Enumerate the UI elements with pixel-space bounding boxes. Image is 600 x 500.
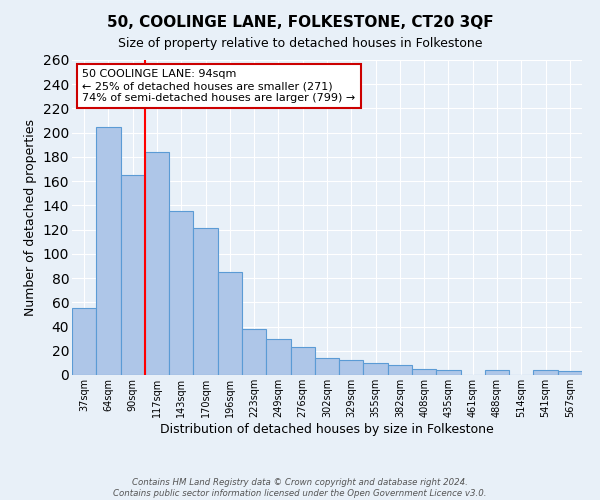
Bar: [169, 212, 193, 375]
Bar: [72, 308, 96, 375]
Bar: [266, 338, 290, 375]
Bar: [485, 370, 509, 375]
Bar: [339, 360, 364, 375]
Bar: [193, 228, 218, 375]
Bar: [412, 369, 436, 375]
Bar: [436, 370, 461, 375]
Bar: [121, 175, 145, 375]
Bar: [315, 358, 339, 375]
Bar: [242, 329, 266, 375]
Bar: [218, 272, 242, 375]
Bar: [388, 366, 412, 375]
Text: 50, COOLINGE LANE, FOLKESTONE, CT20 3QF: 50, COOLINGE LANE, FOLKESTONE, CT20 3QF: [107, 15, 493, 30]
Text: 50 COOLINGE LANE: 94sqm
← 25% of detached houses are smaller (271)
74% of semi-d: 50 COOLINGE LANE: 94sqm ← 25% of detache…: [82, 70, 355, 102]
Y-axis label: Number of detached properties: Number of detached properties: [24, 119, 37, 316]
Bar: [96, 126, 121, 375]
Text: Contains HM Land Registry data © Crown copyright and database right 2024.
Contai: Contains HM Land Registry data © Crown c…: [113, 478, 487, 498]
X-axis label: Distribution of detached houses by size in Folkestone: Distribution of detached houses by size …: [160, 422, 494, 436]
Bar: [145, 152, 169, 375]
Text: Size of property relative to detached houses in Folkestone: Size of property relative to detached ho…: [118, 38, 482, 51]
Bar: [290, 347, 315, 375]
Bar: [533, 370, 558, 375]
Bar: [364, 363, 388, 375]
Bar: [558, 372, 582, 375]
